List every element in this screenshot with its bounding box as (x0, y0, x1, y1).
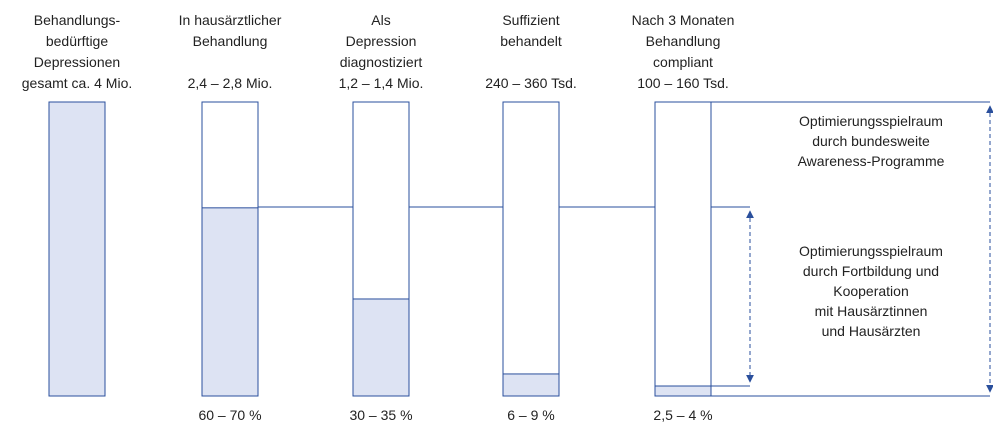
annotation: Awareness-Programme (798, 153, 945, 169)
column-fill (502, 373, 560, 397)
column-fill (352, 298, 410, 397)
column-share: 2,5 – 4 % (653, 407, 712, 423)
column-label: diagnostiziert (340, 54, 423, 70)
annotation: mit Hausärztinnen (815, 303, 928, 319)
annotation: durch bundesweite (812, 133, 930, 149)
column-label: Depressionen (34, 54, 120, 70)
column-label: Behandlungs- (34, 12, 121, 28)
column-label: Nach 3 Monaten (632, 12, 735, 28)
column-share: 6 – 9 % (507, 407, 554, 423)
column-fill (654, 385, 712, 397)
column-label: bedürftige (46, 33, 108, 49)
column-share: 60 – 70 % (198, 407, 261, 423)
column-label: compliant (653, 54, 713, 70)
column-share: 30 – 35 % (349, 407, 412, 423)
column-label: Suffizient (502, 12, 559, 28)
annotation: Kooperation (833, 283, 909, 299)
annotation: Optimierungsspielraum (799, 243, 943, 259)
column-fill (48, 101, 106, 397)
column-label: Behandlung (646, 33, 721, 49)
column-label: Depression (346, 33, 417, 49)
column-amount: 1,2 – 1,4 Mio. (339, 75, 424, 91)
column-amount: 2,4 – 2,8 Mio. (188, 75, 273, 91)
column-fill (201, 207, 259, 397)
column-label: Behandlung (193, 33, 268, 49)
column-frame (654, 101, 712, 397)
column-amount: 100 – 160 Tsd. (637, 75, 729, 91)
column-label: behandelt (500, 33, 562, 49)
annotation: Optimierungsspielraum (799, 113, 943, 129)
column-amount: gesamt ca. 4 Mio. (22, 75, 133, 91)
column-label: Als (371, 12, 390, 28)
annotation: durch Fortbildung und (803, 263, 939, 279)
column-frame (502, 101, 560, 397)
column-label: In hausärztlicher (179, 12, 282, 28)
annotation: und Hausärzten (822, 323, 921, 339)
column-amount: 240 – 360 Tsd. (485, 75, 577, 91)
